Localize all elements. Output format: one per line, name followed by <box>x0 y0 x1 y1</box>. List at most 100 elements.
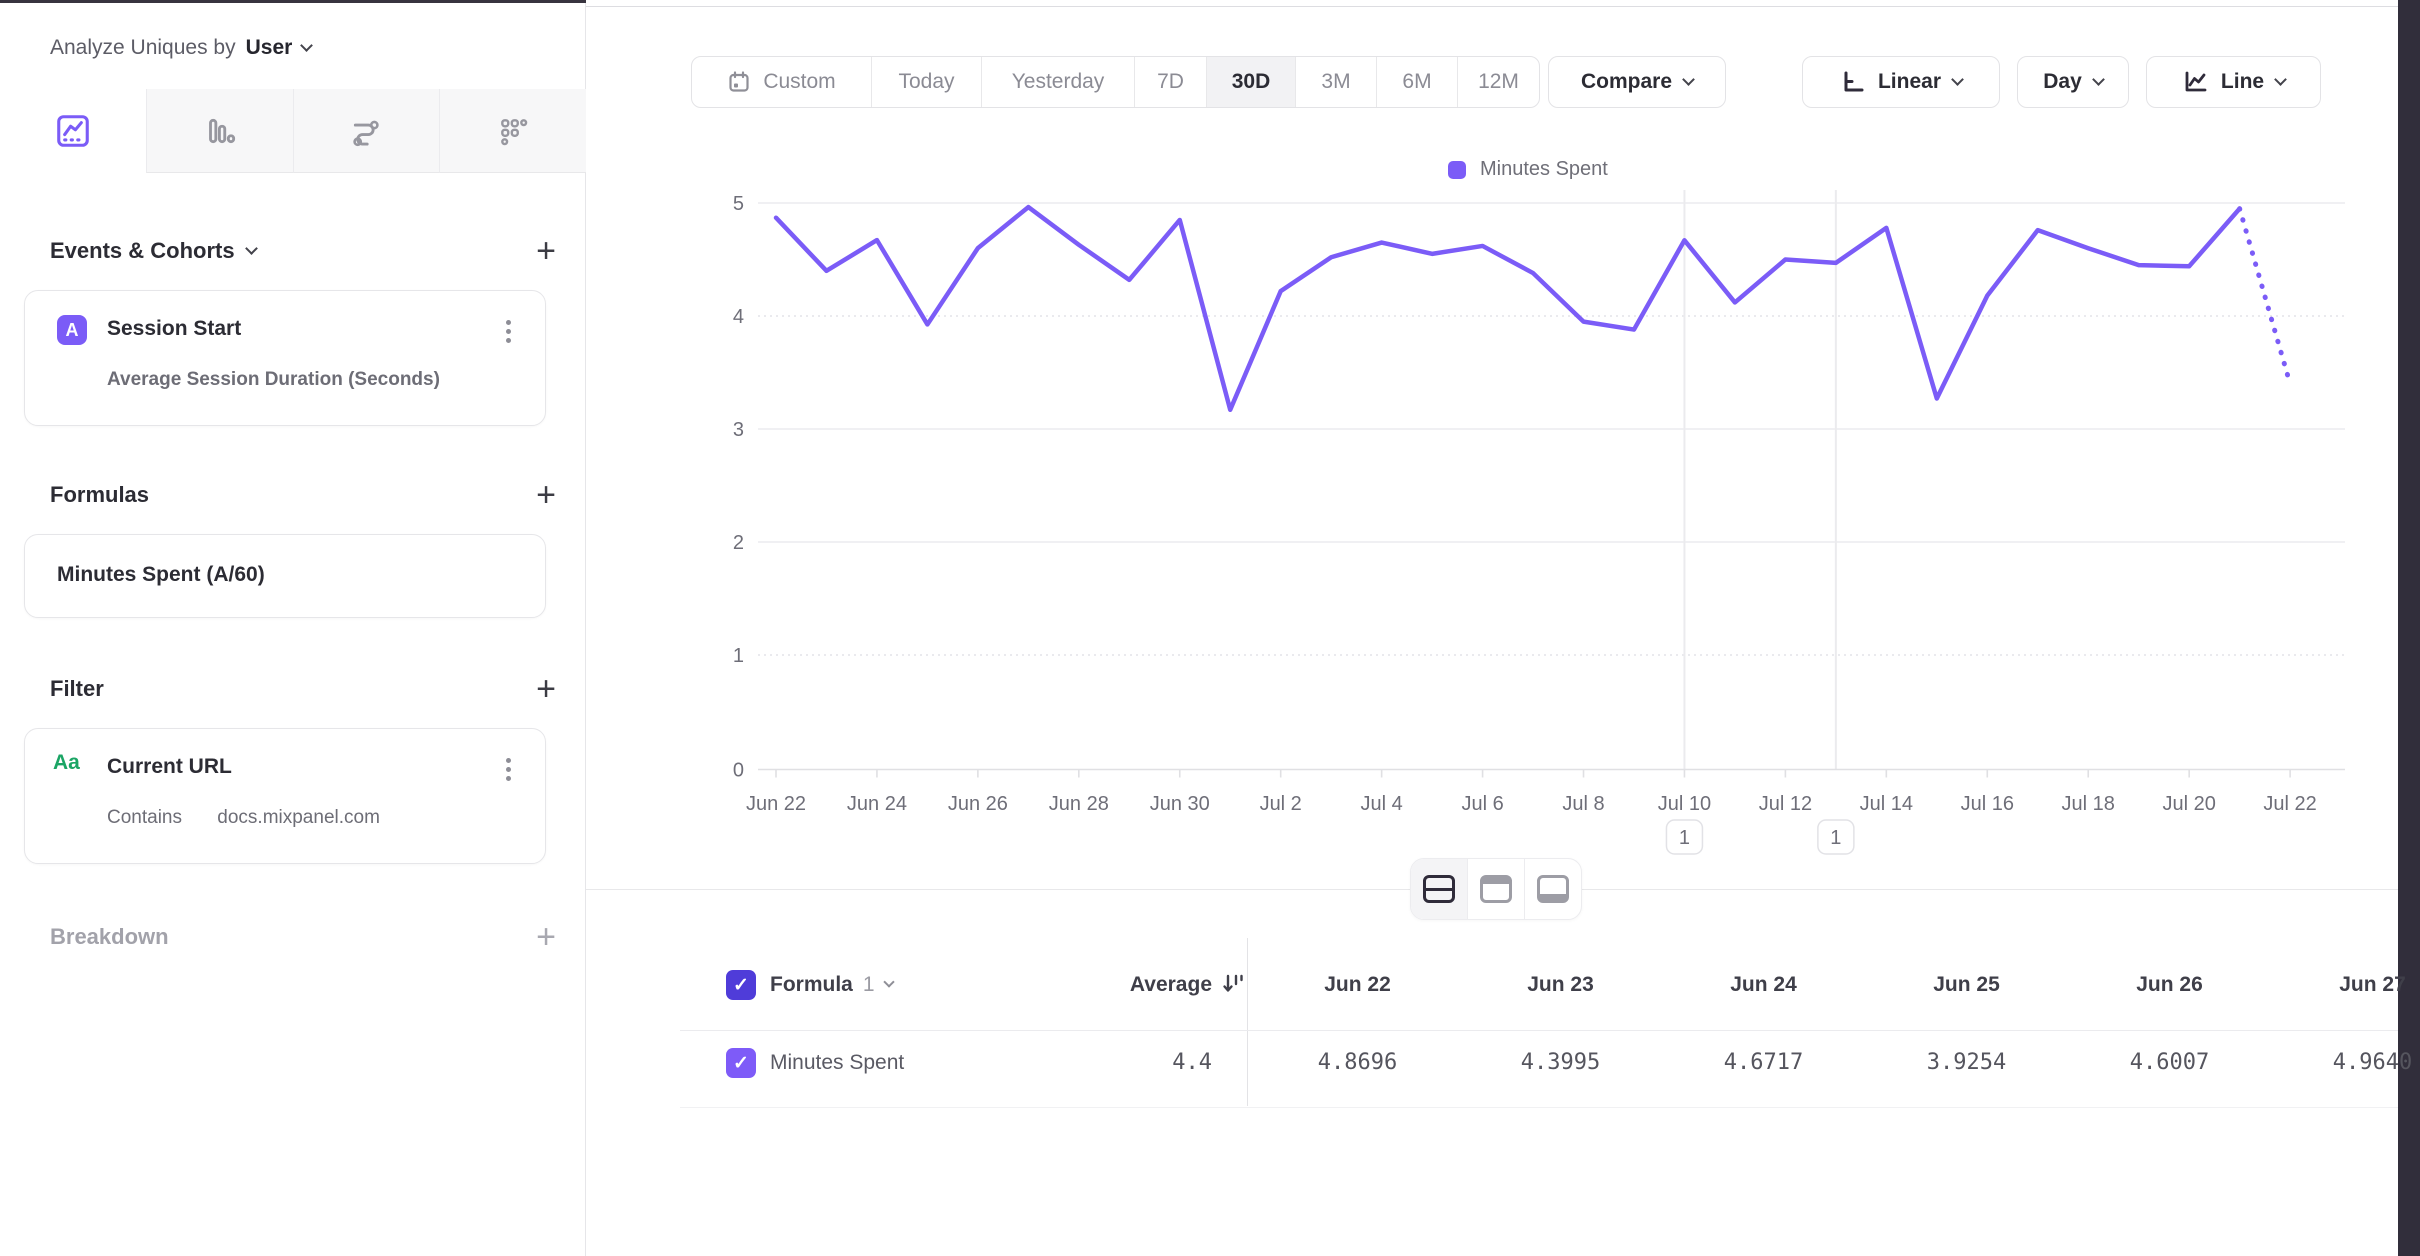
annotation-badge[interactable] <box>1817 819 1855 855</box>
chevron-down-icon <box>300 38 314 52</box>
row-checkbox[interactable]: ✓ <box>726 1048 756 1078</box>
scale-button[interactable]: Linear <box>1802 56 2000 108</box>
chart-type-label: Line <box>2220 70 2265 93</box>
sort-descending-icon[interactable] <box>1220 970 1248 998</box>
x-axis-tick-label: Jul 6 <box>1461 793 1503 815</box>
date-range-today[interactable]: Today <box>871 57 981 107</box>
formula-column-index: 1 <box>862 973 875 996</box>
date-range-30d[interactable]: 30D <box>1206 57 1295 107</box>
event-card-session-start[interactable]: A Session Start Average Session Duration… <box>24 290 546 426</box>
layout-view-toggle <box>1410 858 1582 920</box>
series-line-minutes-spent <box>773 204 2242 413</box>
annotation-badge-label: 1 <box>1679 827 1690 849</box>
y-axis-tick-label: 0 <box>733 760 744 782</box>
cell-value: 4.6007 <box>2129 1050 2210 1075</box>
filter-heading-label: Filter <box>50 676 104 701</box>
chart-type-button[interactable]: Line <box>2146 56 2321 108</box>
view-chart-only-button[interactable] <box>1467 859 1524 919</box>
chevron-down-icon <box>2091 72 2105 86</box>
tab-insights-line[interactable] <box>0 89 146 173</box>
add-filter-button[interactable]: + <box>536 670 556 708</box>
date-range-7d[interactable]: 7D <box>1134 57 1206 107</box>
analyze-value-dropdown[interactable]: User <box>245 36 293 59</box>
chevron-down-icon <box>1682 72 1695 86</box>
y-axis-tick-label: 1 <box>733 645 744 667</box>
formulas-heading-label: Formulas <box>50 482 150 507</box>
row-average-value: 4.4 <box>1172 1050 1212 1075</box>
tab-flow[interactable] <box>292 89 440 173</box>
add-event-button[interactable]: + <box>536 232 556 270</box>
tab-bar-chart[interactable] <box>145 89 293 173</box>
formula-column-label: Formula <box>770 973 853 996</box>
date-range-label: 12M <box>1478 70 1519 93</box>
filter-card-current-url[interactable]: Aa Current URL Contains docs.mixpanel.co… <box>24 728 546 864</box>
date-range-custom[interactable]: Custom <box>692 57 871 107</box>
annotation-badge-label: 1 <box>1830 827 1841 849</box>
linear-axis-icon <box>1844 71 1864 92</box>
x-axis-tick-label: Jul 2 <box>1260 793 1302 815</box>
date-range-yesterday[interactable]: Yesterday <box>981 57 1134 107</box>
chevron-down-icon <box>2274 72 2287 86</box>
event-aggregation[interactable]: Average Session Duration (Seconds) <box>107 369 440 390</box>
y-axis-tick-label: 3 <box>733 419 744 441</box>
tab-metrics-grid[interactable] <box>439 89 586 173</box>
x-axis-tick-label: Jun 26 <box>948 793 1008 815</box>
add-formula-button[interactable]: + <box>536 476 556 514</box>
view-split-button[interactable] <box>1411 859 1467 919</box>
date-range-segmented-control: Custom Today Yesterday 7D 30D 3M 6M 12M <box>691 56 1540 108</box>
filter-value[interactable]: docs.mixpanel.com <box>217 807 380 828</box>
date-column-header: Jun 23 <box>1527 973 1594 996</box>
add-breakdown-button[interactable]: + <box>536 918 556 956</box>
date-column-header: Jun 24 <box>1730 973 1797 996</box>
date-range-6m[interactable]: 6M <box>1376 57 1457 107</box>
legend-series-label: Minutes Spent <box>1480 158 1608 180</box>
view-table-only-button[interactable] <box>1524 859 1581 919</box>
event-letter-badge: A <box>57 315 87 345</box>
date-range-label: Custom <box>763 70 836 93</box>
line-chart-type-icon <box>2185 71 2207 92</box>
breakdown-heading-label: Breakdown <box>50 924 169 949</box>
cell-value: 4.3995 <box>1520 1050 1601 1075</box>
sidebar-top-border <box>0 0 586 3</box>
top-panel-view-icon <box>1480 875 1512 903</box>
interval-button[interactable]: Day <box>2017 56 2129 108</box>
table-column-divider <box>1247 938 1248 1106</box>
y-axis-tick-label: 4 <box>733 306 744 328</box>
x-axis-tick-label: Jul 14 <box>1860 793 1913 815</box>
analyze-label: Analyze Uniques by <box>50 36 236 59</box>
filter-options-kebab[interactable] <box>495 751 521 787</box>
right-panel-edge <box>2398 0 2420 1256</box>
chevron-down-icon[interactable] <box>244 241 258 255</box>
split-view-icon <box>1423 875 1455 903</box>
series-line-incomplete-segment <box>2237 206 2293 387</box>
formula-expression[interactable]: Minutes Spent (A/60) <box>57 563 265 586</box>
query-builder-sidebar: Analyze Uniques by User <box>0 0 586 1256</box>
date-range-label: 30D <box>1231 70 1271 93</box>
formula-card[interactable]: Minutes Spent (A/60) <box>24 534 546 618</box>
cell-value: 4.6717 <box>1723 1050 1804 1075</box>
y-axis-tick-label: 5 <box>733 193 744 215</box>
bar-chart-icon <box>208 118 235 143</box>
date-range-12m[interactable]: 12M <box>1457 57 1539 107</box>
x-axis-tick-label: Jun 30 <box>1150 793 1210 815</box>
chart-legend: Minutes Spent <box>1448 158 1608 181</box>
annotation-badge[interactable] <box>1665 819 1704 855</box>
event-options-kebab[interactable] <box>495 313 521 349</box>
line-chart: 0 1 2 3 4 5 1 1 Jun 22 Jun 24 Jun 26 Jun 28 Jun 30 Ju… <box>733 190 2345 855</box>
x-axis-tick-label: Jul 8 <box>1562 793 1604 815</box>
x-axis-tick-label: Jul 4 <box>1361 793 1403 815</box>
compare-button[interactable]: Compare <box>1548 56 1726 108</box>
filter-property-name[interactable]: Current URL <box>107 755 232 778</box>
event-name[interactable]: Session Start <box>107 317 242 340</box>
cell-value: 4.8696 <box>1317 1050 1398 1075</box>
formula-column-dropdown[interactable]: Formula 1 <box>770 973 895 997</box>
x-axis-tick-label: Jun 28 <box>1049 793 1109 815</box>
date-range-3m[interactable]: 3M <box>1295 57 1376 107</box>
filter-operator[interactable]: Contains <box>107 807 182 828</box>
select-all-checkbox[interactable]: ✓ <box>726 970 756 1000</box>
legend-color-swatch <box>1448 160 1466 179</box>
date-range-label: 6M <box>1402 70 1432 93</box>
date-range-label: 7D <box>1157 70 1184 93</box>
date-range-label: Yesterday <box>1011 70 1105 93</box>
average-column-header: Average <box>1129 973 1212 996</box>
